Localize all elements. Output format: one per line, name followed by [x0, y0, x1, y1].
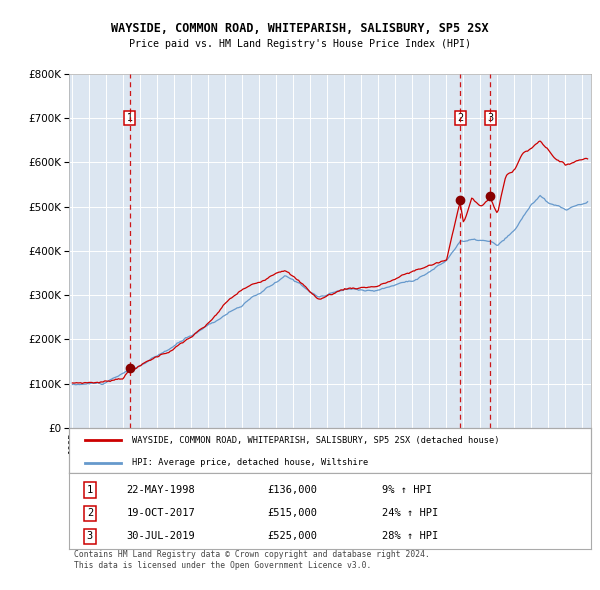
Text: 9% ↑ HPI: 9% ↑ HPI [382, 485, 432, 495]
Text: 19-OCT-2017: 19-OCT-2017 [127, 508, 195, 518]
Text: £525,000: £525,000 [268, 532, 317, 542]
Text: £515,000: £515,000 [268, 508, 317, 518]
Text: 2: 2 [457, 113, 463, 123]
Text: £136,000: £136,000 [268, 485, 317, 495]
Text: 3: 3 [87, 532, 93, 542]
Text: 1: 1 [127, 113, 133, 123]
Text: 22-MAY-1998: 22-MAY-1998 [127, 485, 195, 495]
Text: 1: 1 [87, 485, 93, 495]
Text: 24% ↑ HPI: 24% ↑ HPI [382, 508, 439, 518]
Text: Price paid vs. HM Land Registry's House Price Index (HPI): Price paid vs. HM Land Registry's House … [129, 39, 471, 49]
Text: WAYSIDE, COMMON ROAD, WHITEPARISH, SALISBURY, SP5 2SX (detached house): WAYSIDE, COMMON ROAD, WHITEPARISH, SALIS… [131, 436, 499, 445]
Text: 2: 2 [87, 508, 93, 518]
Text: 30-JUL-2019: 30-JUL-2019 [127, 532, 195, 542]
Text: 3: 3 [487, 113, 493, 123]
Text: WAYSIDE, COMMON ROAD, WHITEPARISH, SALISBURY, SP5 2SX: WAYSIDE, COMMON ROAD, WHITEPARISH, SALIS… [111, 22, 489, 35]
Text: HPI: Average price, detached house, Wiltshire: HPI: Average price, detached house, Wilt… [131, 458, 368, 467]
Text: Contains HM Land Registry data © Crown copyright and database right 2024.
This d: Contains HM Land Registry data © Crown c… [74, 550, 430, 570]
Text: 28% ↑ HPI: 28% ↑ HPI [382, 532, 439, 542]
